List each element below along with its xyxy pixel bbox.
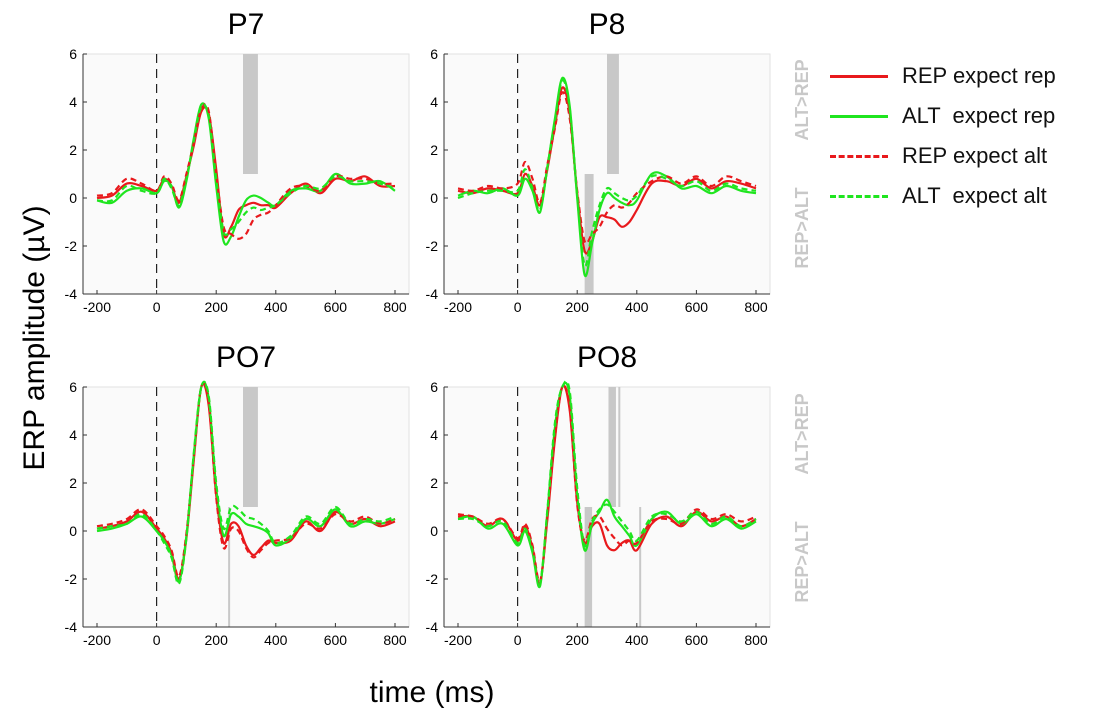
x-tick-label: 600 [685,299,709,315]
x-tick-label: 600 [685,632,709,648]
x-tick-label: -200 [444,299,472,315]
side-label-alt-gt-rep: ALT>REP [792,59,812,140]
series-alt-expect-alt [457,79,757,267]
y-tick-label: -4 [65,619,78,635]
x-tick-label: 400 [625,299,649,315]
panel-p8: P8 -4 -2 0 2 4 6 -200 0 200 400 600 800 [426,8,771,315]
sig-window-alt-gt-rep [243,54,258,174]
plot-area [443,386,771,628]
legend-item: ALT expect alt [830,176,1100,216]
panel-po7: PO7 -4 -2 0 2 4 6 -200 0 200 400 600 800 [65,341,410,648]
x-tick-label: -200 [83,632,111,648]
series-rep-expect-alt [457,91,757,245]
y-tick-label: -2 [426,571,439,587]
x-tick-label: 400 [625,632,649,648]
y-tick-label: 6 [430,46,438,62]
x-tick-label: 600 [324,299,348,315]
panel-p7: P7 -4 -2 0 2 4 6 -200 0 200 400 600 800 [65,8,410,315]
sig-window-rep-gt-alt [584,507,593,627]
series-rep-expect-alt [96,382,396,578]
series-rep-expect-alt [457,384,757,583]
legend-item: REP expect rep [830,56,1100,96]
series-alt-expect-alt [457,380,757,586]
x-tick-label: 0 [514,632,522,648]
y-tick-label: -4 [426,619,439,635]
sig-window-alt-gt-rep [607,54,619,174]
series-alt-expect-rep [457,76,757,278]
legend-label: ALT expect alt [902,183,1047,208]
x-tick-label: 800 [744,299,768,315]
series-alt-expect-alt [96,103,396,237]
panel-title: P8 [589,8,626,41]
x-tick-label: 800 [744,632,768,648]
x-tick-label: -200 [444,632,472,648]
x-tick-label: 200 [205,299,229,315]
x-tick-label: 400 [264,299,288,315]
y-tick-label: -2 [65,571,78,587]
y-tick-label: -4 [65,286,78,302]
sig-window-alt-gt-rep [608,387,616,507]
panel-title: PO7 [216,341,276,374]
x-tick-label: 800 [383,632,407,648]
legend-swatch [830,194,888,198]
y-tick-label: 0 [430,190,438,206]
legend-item: ALT expect rep [830,96,1100,136]
x-tick-label: 800 [383,299,407,315]
y-tick-label: 2 [430,475,438,491]
y-tick-label: 2 [430,142,438,158]
y-tick-label: -4 [426,286,439,302]
x-tick-label: -200 [83,299,111,315]
y-axis-label: ERP amplitude (µV) [18,205,51,470]
side-label-alt-gt-rep-lower: ALT>REP [792,393,812,474]
y-tick-label: 6 [430,379,438,395]
series-alt-expect-alt [96,380,396,585]
y-tick-label: 0 [430,523,438,539]
side-label-rep-gt-alt: REP>ALT [792,187,812,268]
legend-item: REP expect alt [830,136,1100,176]
panel-po8: PO8 -4 -2 0 2 4 6 -200 0 200 400 600 800 [426,341,771,648]
panel-title: P7 [228,8,265,41]
x-axis-label: time (ms) [370,676,495,709]
x-tick-label: 600 [324,632,348,648]
legend-label: REP expect rep [902,63,1056,88]
x-tick-label: 0 [153,632,161,648]
legend-label: ALT expect rep [902,103,1056,128]
x-tick-label: 200 [566,299,590,315]
y-tick-label: 4 [430,427,438,443]
sig-window-rep-gt-alt [584,174,594,294]
legend-swatch [830,114,888,118]
x-tick-label: 400 [264,632,288,648]
legend-swatch [830,74,888,78]
x-tick-label: 0 [153,299,161,315]
y-tick-label: 4 [69,94,77,110]
y-tick-label: 2 [69,142,77,158]
sig-window-rep-gt-alt [639,507,642,627]
x-tick-label: 200 [205,632,229,648]
legend: REP expect rep ALT expect rep REP expect… [830,56,1100,216]
y-tick-label: 6 [69,379,77,395]
sig-window-rep-gt-alt [228,507,231,627]
y-tick-label: 6 [69,46,77,62]
series-rep-expect-rep [96,382,396,581]
sig-window-alt-gt-rep [243,387,258,507]
side-label-rep-gt-alt-lower: REP>ALT [792,521,812,602]
y-tick-label: 4 [69,427,77,443]
y-tick-label: 0 [69,523,77,539]
y-tick-label: -2 [65,238,78,254]
y-tick-label: 2 [69,475,77,491]
sig-window-alt-gt-rep [618,387,621,507]
panel-title: PO8 [577,341,637,374]
legend-swatch [830,154,888,158]
legend-label: REP expect alt [902,143,1048,168]
x-tick-label: 200 [566,632,590,648]
x-tick-label: 0 [514,299,522,315]
y-tick-label: -2 [426,238,439,254]
y-tick-label: 0 [69,190,77,206]
y-tick-label: 4 [430,94,438,110]
